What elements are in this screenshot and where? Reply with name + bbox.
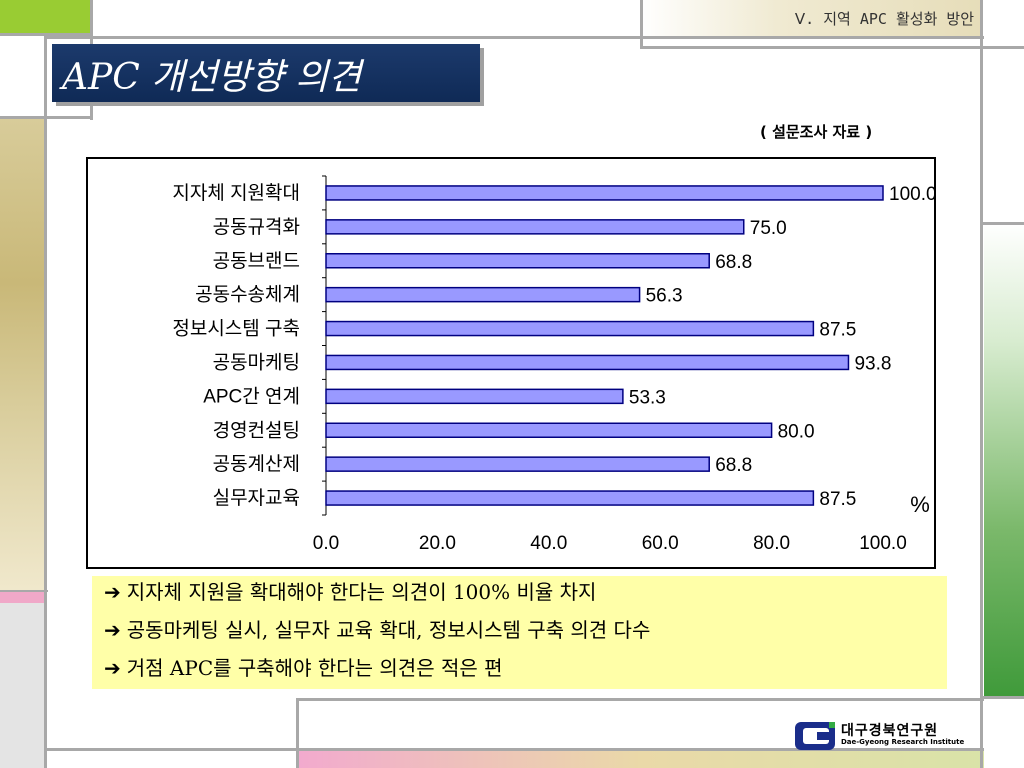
bar-chart: 지자체 지원확대 100.0 공동규격화 75.0 공동브랜드 68.8 공동수송체계 56.… <box>86 157 936 569</box>
value-label: 56.3 <box>646 286 683 307</box>
divider-line <box>640 0 643 48</box>
bar <box>325 185 884 201</box>
section-header: Ⅴ. 지역 APC 활성화 방안 <box>794 10 974 28</box>
category-label: 실무자교육 <box>213 487 300 509</box>
divider-line <box>980 222 1024 225</box>
category-label: 공동마케팅 <box>213 351 300 373</box>
summary-box: ➔ 지자체 지원을 확대해야 한다는 의견이 100% 비율 차지 ➔ 공동마케팅 … <box>92 576 947 689</box>
bar <box>325 253 710 269</box>
summary-text: 지자체 지원을 확대해야 한다는 의견이 100% 비율 차지 <box>126 580 597 604</box>
value-label: 87.5 <box>819 489 856 510</box>
divider-line <box>0 590 48 592</box>
bar-chart-svg: 지자체 지원확대 100.0 공동규격화 75.0 공동브랜드 68.8 공동수송체계 56.… <box>172 175 934 554</box>
unit-label: % <box>910 492 930 517</box>
bar <box>325 354 850 371</box>
divider-line <box>44 36 47 768</box>
value-label: 100.0 <box>889 184 934 205</box>
divider-line <box>44 36 984 39</box>
value-label: 80.0 <box>778 421 815 442</box>
summary-text: 거점 APC를 구축해야 한다는 의견은 적은 편 <box>126 656 503 680</box>
decorative-bottom-strip <box>298 751 984 768</box>
value-label: 87.5 <box>819 320 856 341</box>
divider-line <box>296 698 984 701</box>
decorative-right-panel <box>984 36 1024 222</box>
bar <box>325 286 641 303</box>
summary-item: ➔ 지자체 지원을 확대해야 한다는 의견이 100% 비율 차지 <box>104 576 596 605</box>
bar <box>325 456 710 472</box>
divider-line <box>44 748 984 751</box>
decorative-green-block <box>0 0 90 33</box>
decorative-green-gradient <box>984 222 1024 698</box>
x-tick-label: 60.0 <box>642 533 679 554</box>
value-label: 68.8 <box>715 455 752 476</box>
arrow-right-icon: ➔ <box>104 618 121 642</box>
decorative-grey-panel <box>0 603 46 768</box>
value-label: 93.8 <box>854 353 891 374</box>
decorative-pink-strip <box>0 591 46 603</box>
logo-korean-text: 대구경북연구원 <box>841 723 939 739</box>
x-tick-label: 0.0 <box>313 533 339 554</box>
summary-item: ➔ 공동마케팅 실시, 실무자 교육 확대, 정보시스템 구축 의견 다수 <box>104 614 650 643</box>
x-tick-label: 100.0 <box>859 533 907 554</box>
source-note: ( 설문조사 자료 ) <box>760 123 873 141</box>
divider-line <box>640 46 1024 49</box>
divider-line <box>296 698 299 768</box>
bar <box>325 320 815 337</box>
bar <box>325 422 773 438</box>
category-label: 공동규격화 <box>213 216 300 238</box>
arrow-right-icon: ➔ <box>104 580 121 604</box>
header-box <box>640 0 982 36</box>
bar <box>325 219 745 235</box>
page-title: APC 개선방향 의견 <box>62 57 362 98</box>
value-label: 53.3 <box>629 387 666 408</box>
bar <box>325 388 624 405</box>
category-label: APC간 연계 <box>203 385 300 407</box>
divider-line <box>0 116 92 119</box>
summary-item: ➔ 거점 APC를 구축해야 한다는 의견은 적은 편 <box>104 652 503 681</box>
x-tick-label: 80.0 <box>753 533 790 554</box>
divider-line <box>980 696 1024 699</box>
category-label: 경영컨설팅 <box>213 419 300 441</box>
decorative-left-panel <box>0 118 46 590</box>
category-label: 지자체 지원확대 <box>172 182 300 204</box>
category-label: 정보시스템 구축 <box>172 318 300 340</box>
divider-line <box>0 33 90 36</box>
institute-logo: 대구경북연구원 Dae-Gyeong Research Institute <box>795 718 975 750</box>
logo-english-text: Dae-Gyeong Research Institute <box>841 738 965 746</box>
summary-text: 공동마케팅 실시, 실무자 교육 확대, 정보시스템 구축 의견 다수 <box>126 618 651 642</box>
category-label: 공동수송체계 <box>195 284 300 306</box>
value-label: 75.0 <box>750 218 787 239</box>
category-label: 공동브랜드 <box>213 250 300 272</box>
x-tick-label: 40.0 <box>530 533 567 554</box>
logo-mark-icon <box>795 722 835 750</box>
bar <box>325 490 815 506</box>
title-bar <box>52 44 480 102</box>
arrow-right-icon: ➔ <box>104 656 121 680</box>
divider-line <box>980 0 983 768</box>
x-tick-label: 20.0 <box>419 533 456 554</box>
category-label: 공동계산제 <box>213 453 300 475</box>
value-label: 68.8 <box>715 252 752 273</box>
